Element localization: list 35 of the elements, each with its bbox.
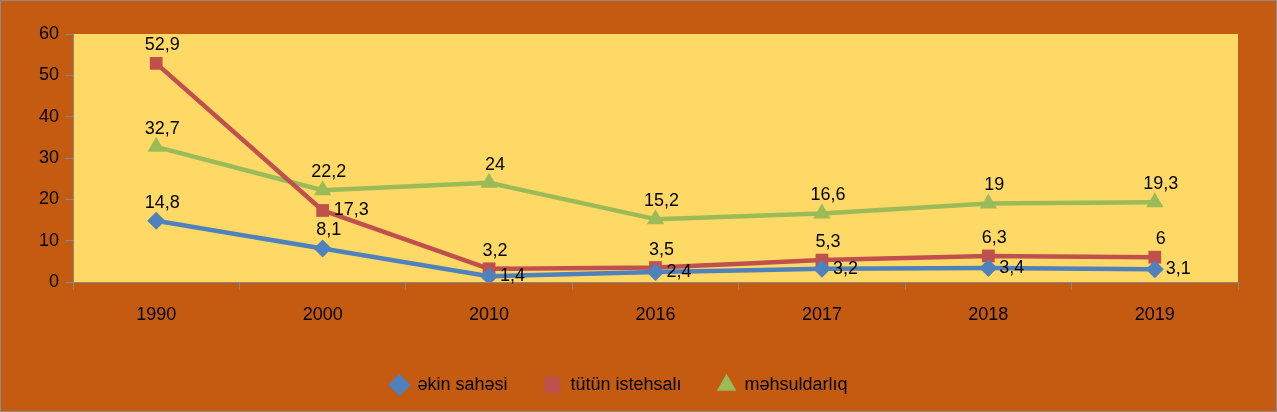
x-tick-label: 2010 [469, 303, 510, 324]
x-tick-label: 2019 [1134, 303, 1175, 324]
data-label: 8,1 [316, 219, 342, 240]
data-label: 15,2 [643, 190, 680, 211]
data-label: 3,5 [648, 238, 675, 259]
x-tick-label: 2018 [968, 303, 1009, 324]
y-tick-label: 30 [38, 146, 59, 167]
data-label: 52,9 [144, 34, 180, 55]
data-label: 16,6 [810, 184, 846, 205]
y-tick-label: 60 [38, 22, 59, 43]
data-label: 6,3 [981, 226, 1007, 247]
y-tick-label: 40 [38, 105, 59, 126]
y-tick-label: 20 [38, 188, 59, 209]
data-label: 17,3 [333, 199, 369, 220]
data-label: 3,4 [999, 256, 1025, 277]
data-label: 6 [1155, 228, 1166, 249]
x-tick-label: 2016 [635, 303, 676, 324]
x-tick-label: 2017 [801, 303, 842, 324]
data-label: 3,2 [482, 239, 508, 260]
legend-label: əkin sahəsi [417, 373, 508, 394]
data-label: 5,3 [815, 231, 841, 252]
y-tick-label: 50 [38, 64, 59, 85]
data-label: 3,1 [1165, 258, 1191, 279]
y-tick-label: 0 [48, 270, 59, 291]
y-tick-label: 10 [38, 229, 59, 250]
data-label: 14,8 [144, 191, 180, 212]
data-label: 19 [984, 174, 1005, 195]
legend-label: tütün istehsalı [570, 373, 682, 394]
data-label: 32,7 [144, 117, 180, 138]
legend-label: məhsuldarlıq [744, 373, 848, 394]
x-tick-label: 1990 [136, 303, 177, 324]
data-label: 19,3 [1143, 173, 1179, 194]
x-tick-label: 2000 [302, 303, 343, 324]
data-label: 24 [485, 153, 506, 174]
data-label: 22,2 [311, 161, 347, 182]
